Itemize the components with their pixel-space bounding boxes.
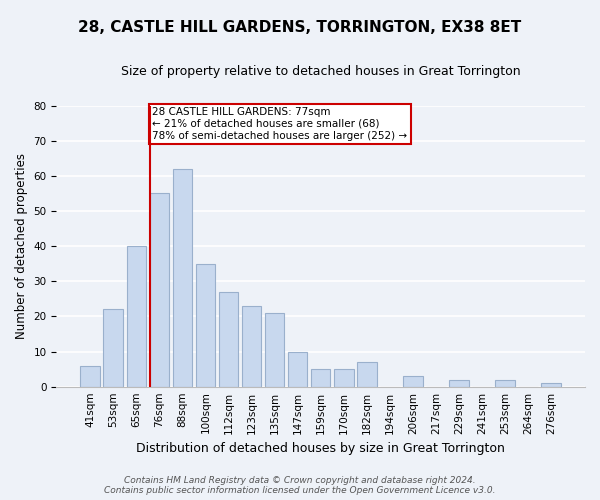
Bar bbox=[288, 352, 307, 386]
Y-axis label: Number of detached properties: Number of detached properties bbox=[15, 153, 28, 339]
Bar bbox=[311, 369, 331, 386]
Bar bbox=[334, 369, 353, 386]
Bar bbox=[149, 194, 169, 386]
Bar bbox=[265, 313, 284, 386]
Bar bbox=[242, 306, 262, 386]
X-axis label: Distribution of detached houses by size in Great Torrington: Distribution of detached houses by size … bbox=[136, 442, 505, 455]
Bar bbox=[103, 310, 123, 386]
Bar bbox=[127, 246, 146, 386]
Bar bbox=[173, 169, 192, 386]
Bar bbox=[219, 292, 238, 386]
Text: Contains HM Land Registry data © Crown copyright and database right 2024.
Contai: Contains HM Land Registry data © Crown c… bbox=[104, 476, 496, 495]
Text: 28, CASTLE HILL GARDENS, TORRINGTON, EX38 8ET: 28, CASTLE HILL GARDENS, TORRINGTON, EX3… bbox=[79, 20, 521, 35]
Bar bbox=[541, 383, 561, 386]
Bar bbox=[403, 376, 422, 386]
Text: 28 CASTLE HILL GARDENS: 77sqm
← 21% of detached houses are smaller (68)
78% of s: 28 CASTLE HILL GARDENS: 77sqm ← 21% of d… bbox=[152, 108, 407, 140]
Title: Size of property relative to detached houses in Great Torrington: Size of property relative to detached ho… bbox=[121, 65, 521, 78]
Bar bbox=[196, 264, 215, 386]
Bar bbox=[357, 362, 377, 386]
Bar bbox=[80, 366, 100, 386]
Bar bbox=[449, 380, 469, 386]
Bar bbox=[495, 380, 515, 386]
